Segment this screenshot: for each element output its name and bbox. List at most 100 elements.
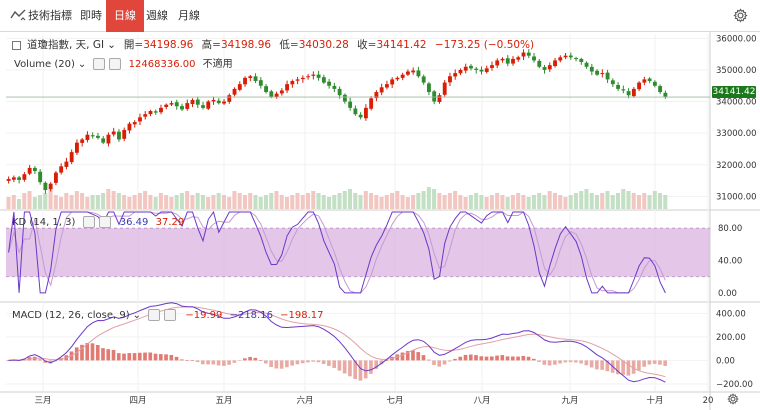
volume-bar bbox=[148, 195, 153, 209]
macd-histogram-bar bbox=[243, 358, 247, 361]
volume-bar bbox=[321, 195, 326, 209]
macd-histogram-bar bbox=[516, 356, 520, 361]
volume-bar bbox=[200, 195, 205, 209]
close-label: 收 bbox=[357, 39, 368, 51]
macd-histogram-bar bbox=[621, 360, 625, 375]
macd-histogram-bar bbox=[421, 355, 426, 361]
tab-realtime[interactable]: 即時 bbox=[80, 9, 102, 22]
volume-bar bbox=[568, 195, 573, 209]
settings-icon[interactable] bbox=[93, 58, 106, 70]
macd-histogram-bar bbox=[248, 356, 252, 361]
macd-histogram-bar bbox=[306, 360, 310, 363]
candle-body bbox=[180, 106, 184, 110]
tab-weekly[interactable]: 週線 bbox=[146, 9, 168, 22]
kd-tick-label: 80.00 bbox=[718, 224, 742, 234]
macd-histogram-bar bbox=[526, 356, 531, 361]
macd-histogram-bar bbox=[595, 360, 599, 370]
settings-icon[interactable] bbox=[82, 216, 95, 228]
settings-icon[interactable] bbox=[148, 309, 161, 321]
macd-histogram-bar bbox=[537, 360, 541, 362]
kd-label[interactable]: KD (14, 1, 3) bbox=[12, 217, 76, 228]
candle-body bbox=[300, 77, 305, 80]
volume-bar bbox=[59, 197, 64, 209]
volume-bar bbox=[53, 195, 58, 209]
candle-body bbox=[96, 135, 100, 138]
volume-bar bbox=[442, 195, 447, 209]
macd-histogram-bar bbox=[437, 360, 442, 367]
volume-bar bbox=[432, 189, 437, 209]
macd-histogram-bar bbox=[637, 360, 641, 371]
candle-body bbox=[647, 78, 652, 81]
volume-bar bbox=[542, 195, 547, 209]
volume-label[interactable]: Volume (20) bbox=[14, 59, 75, 70]
macd-histogram-bar bbox=[164, 354, 168, 361]
macd-histogram-bar bbox=[111, 349, 116, 361]
volume-bar bbox=[32, 197, 37, 209]
candle-body bbox=[595, 70, 599, 75]
high-label: 高 bbox=[201, 39, 213, 51]
kd-tick-label: 40.00 bbox=[718, 257, 742, 267]
macd-histogram-bar bbox=[531, 358, 536, 361]
volume-bar bbox=[6, 197, 11, 209]
volume-bar bbox=[526, 197, 531, 209]
candle-body bbox=[500, 58, 505, 61]
candle-body bbox=[138, 117, 142, 122]
candle-body bbox=[516, 57, 521, 60]
tab-daily[interactable]: 日線 bbox=[106, 0, 144, 32]
close-icon[interactable] bbox=[109, 58, 122, 70]
macd-label[interactable]: MACD (12, 26, close, 9) bbox=[12, 310, 130, 321]
candle-body bbox=[321, 77, 326, 83]
volume-bar bbox=[421, 191, 426, 209]
macd-histogram-bar bbox=[574, 360, 578, 363]
macd-histogram-bar bbox=[500, 355, 505, 361]
macd-histogram-bar bbox=[148, 352, 153, 361]
tab-monthly[interactable]: 月線 bbox=[178, 9, 200, 22]
macd-histogram-bar bbox=[558, 360, 562, 364]
gear-icon[interactable] bbox=[733, 8, 748, 26]
macd-histogram-bar bbox=[663, 360, 667, 366]
kd-legend: KD (14, 1, 3) 36.49 37.29 bbox=[12, 216, 184, 228]
candle-body bbox=[469, 65, 473, 69]
gear-icon[interactable] bbox=[727, 393, 739, 408]
candle-body bbox=[547, 65, 552, 70]
close-icon[interactable] bbox=[98, 216, 111, 228]
candle-body bbox=[448, 76, 452, 83]
candle-body bbox=[442, 82, 447, 95]
candle-body bbox=[211, 99, 216, 102]
candle-body bbox=[201, 105, 205, 108]
candle-body bbox=[584, 62, 589, 67]
candle-body bbox=[663, 92, 668, 97]
chevron-down-icon[interactable]: ⌄ bbox=[132, 310, 141, 321]
macd-histogram-bar bbox=[74, 347, 79, 361]
close-icon[interactable] bbox=[164, 309, 177, 321]
macd-histogram-bar bbox=[211, 360, 216, 365]
volume-bar bbox=[458, 195, 463, 209]
macd-histogram-bar bbox=[432, 360, 436, 365]
candle-body bbox=[279, 90, 284, 94]
candle-body bbox=[521, 52, 526, 57]
volume-bar bbox=[348, 189, 353, 209]
macd-histogram-bar bbox=[505, 356, 510, 361]
macd-tick-label: 0.00 bbox=[716, 356, 735, 366]
macd-histogram-bar bbox=[300, 360, 305, 364]
kd-tick-label: 0.00 bbox=[718, 289, 737, 299]
candle-body bbox=[295, 79, 300, 81]
volume-bar bbox=[405, 197, 410, 209]
chevron-down-icon[interactable]: ⌄ bbox=[77, 59, 87, 70]
candle-body bbox=[532, 56, 536, 61]
indicator-icon[interactable] bbox=[10, 9, 26, 24]
chevron-down-icon[interactable]: ⌄ bbox=[107, 39, 116, 51]
candle-body bbox=[390, 79, 395, 85]
collapse-icon[interactable] bbox=[12, 40, 21, 50]
macd-histogram-bar bbox=[127, 353, 132, 361]
candle-body bbox=[101, 138, 106, 143]
macd-histogram-bar bbox=[447, 360, 452, 362]
candle-body bbox=[216, 100, 221, 104]
indicators-button[interactable]: 技術指標 bbox=[28, 9, 72, 22]
macd-histogram-bar bbox=[258, 360, 263, 361]
volume-bar bbox=[390, 193, 395, 209]
symbol-label[interactable]: 道瓊指數, 天, GI bbox=[27, 39, 105, 51]
k-value: 36.49 bbox=[119, 217, 149, 228]
macd-histogram-bar bbox=[106, 349, 111, 361]
